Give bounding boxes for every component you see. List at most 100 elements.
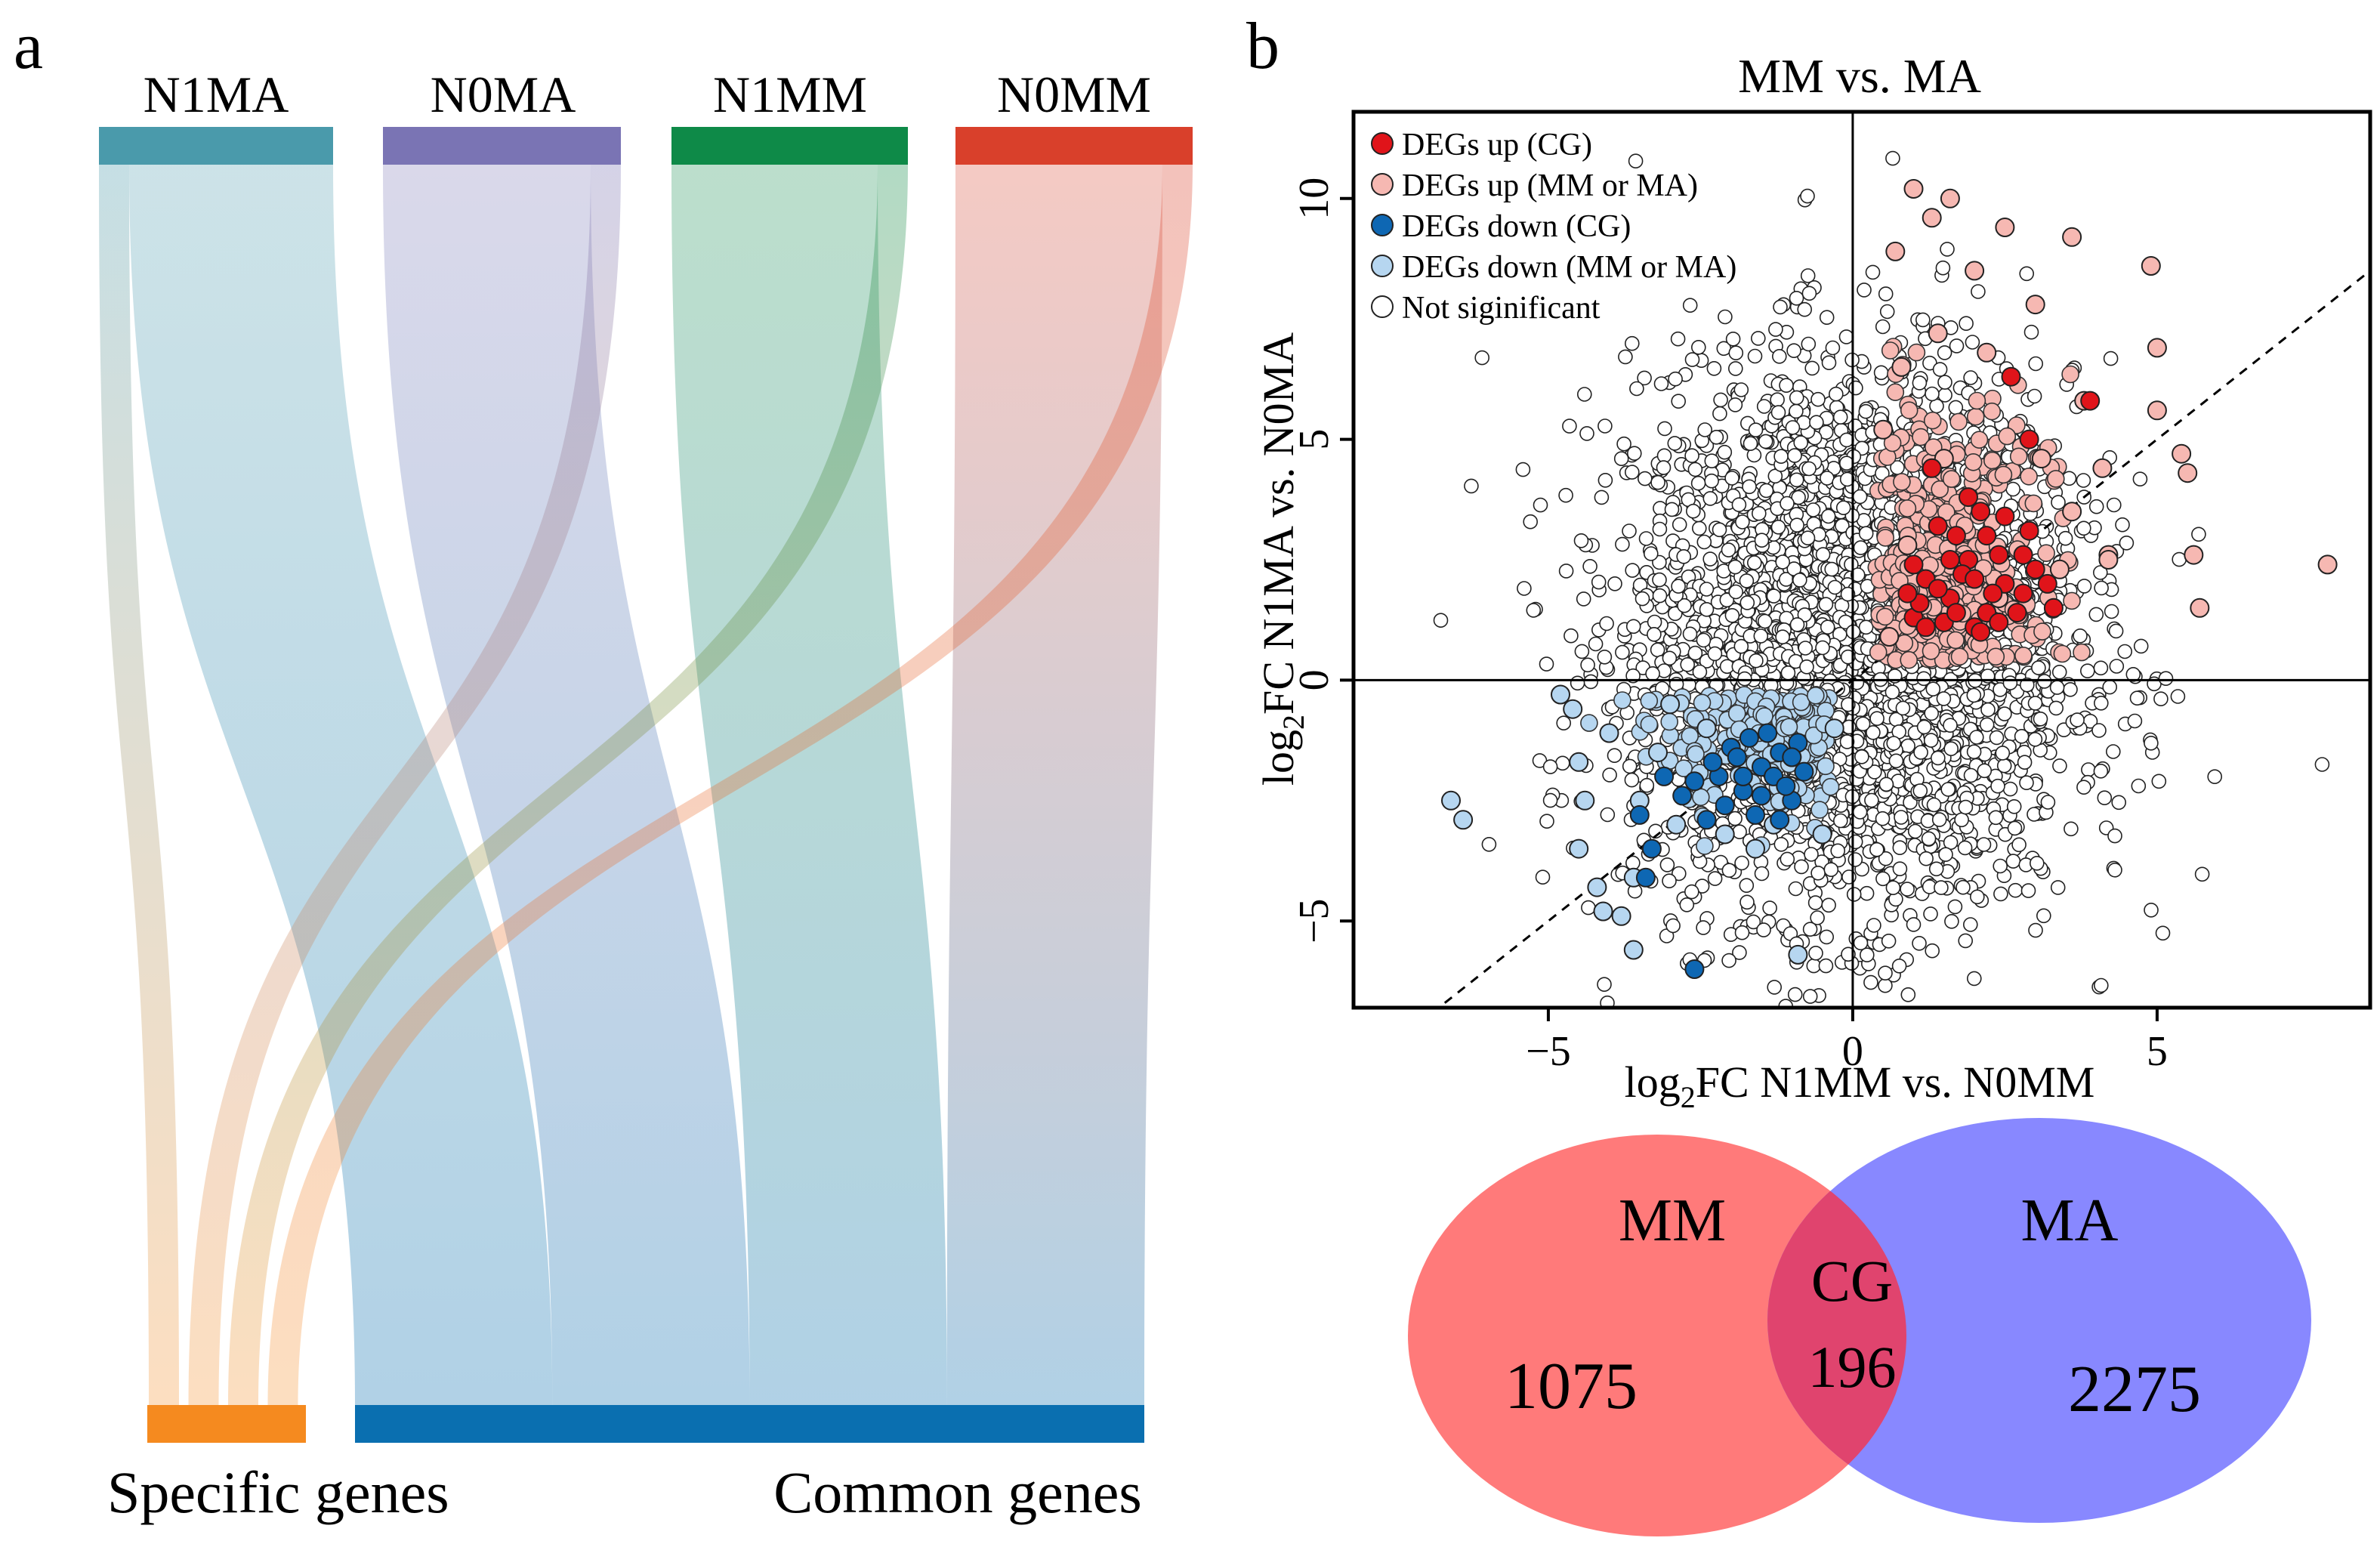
point-not-significant [1840,649,1856,665]
point-not-significant [1963,917,1978,932]
point-up-cg [1959,487,1978,508]
point-down-mm-or-ma [1569,838,1589,859]
x-tick-label: 5 [2147,1028,2168,1075]
point-not-significant [1832,409,1848,425]
point-not-significant [1789,390,1804,406]
point-not-significant [2091,723,2107,738]
point-not-significant [1805,502,1821,517]
point-not-significant [1652,588,1668,604]
x-axis-label-text: FC N1MM vs. N0MM [1696,1058,2095,1107]
point-down-mm-or-ma [1692,788,1710,807]
point-not-significant [1647,626,1662,642]
point-down-mm-or-ma [1807,686,1825,705]
point-down-cg [1782,747,1802,767]
point-down-mm-or-ma [1453,810,1474,830]
point-not-significant [1748,422,1764,438]
point-up-cg [2013,583,2033,604]
point-up-mm-or-ma [2178,463,2198,483]
point-not-significant [1792,573,1807,588]
point-not-significant [1858,526,1874,542]
point-up-mm-or-ma [1873,419,1894,440]
point-not-significant [1838,329,1854,344]
point-not-significant [1775,554,1790,570]
point-not-significant [2097,790,2113,805]
point-up-cg [1897,583,1918,604]
point-up-cg [1989,545,2009,565]
point-not-significant [1878,851,1894,866]
point-not-significant [1625,619,1641,635]
point-not-significant [1582,558,1597,574]
point-not-significant [1789,517,1804,533]
point-not-significant [2155,925,2171,941]
point-not-significant [2111,795,2126,811]
point-not-significant [1727,397,1743,412]
point-not-significant [1854,749,1869,764]
point-down-cg [1739,727,1759,748]
point-up-mm-or-ma [1937,503,1956,521]
node-bar-n1ma [99,127,333,165]
y-tick-label: 5 [1291,429,1338,450]
point-up-mm-or-ma [2037,544,2055,563]
point-not-significant [1988,810,2004,826]
highlighted-points [1441,179,2338,979]
point-not-significant [1684,448,1699,464]
point-not-significant [2014,728,2030,744]
point-not-significant [1936,691,1952,706]
point-not-significant [1618,349,1633,365]
point-up-cg [1971,502,1991,522]
point-not-significant [1539,814,1554,829]
point-not-significant [1644,546,1659,561]
point-not-significant [2080,663,2095,679]
point-not-significant [1789,472,1804,488]
point-not-significant [2017,755,2033,770]
point-up-mm-or-ma [2092,458,2113,478]
point-not-significant [2011,837,2027,853]
point-not-significant [2314,757,2330,772]
point-up-mm-or-ma [1907,343,1926,362]
point-up-mm-or-ma [2147,400,2167,421]
point-up-mm-or-ma [2190,598,2210,618]
point-not-significant [1818,958,1834,974]
point-not-significant [1622,758,1638,774]
point-down-mm-or-ma [1687,745,1705,764]
node-label-n0ma: N0MA [431,66,576,123]
x-tick-label: −5 [1526,1028,1571,1075]
point-down-cg [1684,959,1705,979]
point-not-significant [1691,339,1706,355]
point-down-mm-or-ma [1551,684,1570,705]
point-not-significant [2027,696,2043,711]
point-not-significant [1815,640,1830,656]
point-not-significant [1717,444,1733,460]
point-up-mm-or-ma [1876,529,1894,547]
sankey-top-nodes: N1MA N0MA N1MM N0MM [99,66,1193,165]
point-not-significant [1835,518,1850,533]
point-not-significant [1878,977,1893,993]
point-up-mm-or-ma [1968,391,1986,410]
point-not-significant [1799,659,1814,675]
point-not-significant [1820,508,1836,524]
point-not-significant [1542,792,1558,808]
point-up-mm-or-ma [2062,227,2082,247]
point-not-significant [1855,716,1871,732]
point-down-mm-or-ma [1580,714,1598,732]
point-down-cg [1654,766,1675,786]
point-not-significant [2048,700,2064,716]
point-up-mm-or-ma [2317,554,2338,575]
point-not-significant [1680,656,1695,672]
point-not-significant [1788,881,1804,897]
point-not-significant [2117,644,2132,659]
point-not-significant [2057,530,2073,546]
point-not-significant [1742,479,1757,495]
point-not-significant [1869,841,1885,857]
point-not-significant [1555,755,1570,771]
point-not-significant [1706,360,1722,376]
legend-marker-down-other [1371,255,1394,277]
point-up-mm-or-ma [1946,631,1965,650]
point-up-mm-or-ma [1900,650,1918,669]
point-not-significant [2073,628,2088,644]
point-not-significant [1818,597,1834,612]
sankey-bottom-nodes: Specific genes Common genes [107,1405,1144,1525]
point-not-significant [1801,286,1817,301]
point-not-significant [1679,897,1695,913]
node-label-n1mm: N1MM [713,66,867,123]
